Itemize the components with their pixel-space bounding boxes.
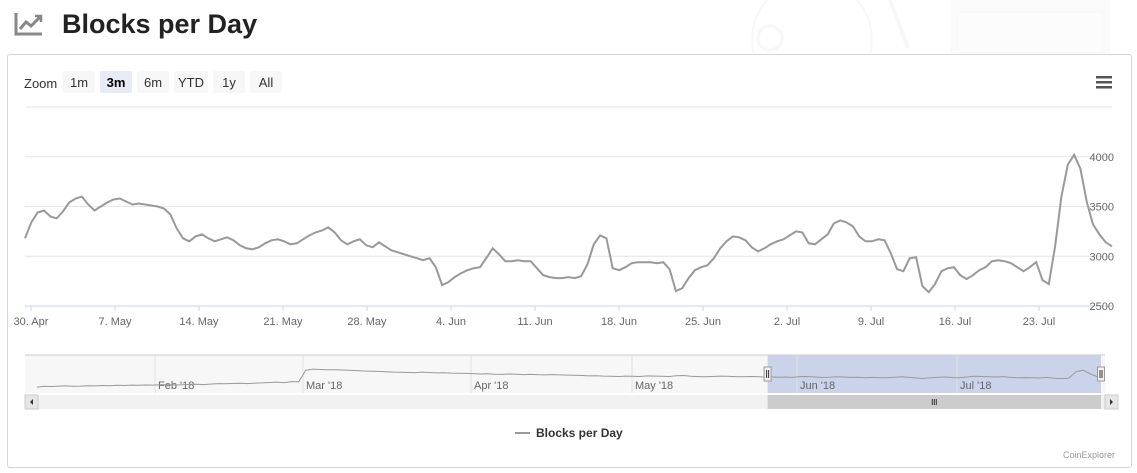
zoom-button-label: All: [259, 75, 274, 90]
zoom-button-label: 6m: [144, 75, 162, 90]
x-tick-label: 21. May: [263, 316, 303, 328]
legend[interactable]: Blocks per Day: [515, 426, 623, 440]
navigator-label: Mar '18: [306, 380, 342, 392]
zoom-button-all[interactable]: All: [250, 71, 282, 93]
x-tick-label: 4. Jun: [436, 316, 466, 328]
navigator-label: Apr '18: [474, 380, 509, 392]
x-tick-label: 30. Apr: [14, 316, 49, 328]
zoom-button-label: YTD: [178, 75, 204, 90]
navigator-handle-right[interactable]: [1097, 366, 1105, 382]
navigator-label: Feb '18: [158, 380, 194, 392]
navigator-selection[interactable]: [767, 355, 1101, 393]
navigator[interactable]: Feb '18 Mar '18 Apr '18 May '18 Jun '18 Jul '…: [24, 354, 1119, 410]
zoom-button-ytd[interactable]: YTD: [174, 71, 208, 93]
chart-card: Zoom 1m 3m 6m YTD 1y All 2500 3000 3500 4000 30.…: [7, 54, 1132, 468]
x-tick-label: 11. Jun: [517, 316, 552, 328]
y-tick-label: 2500: [1090, 301, 1114, 313]
x-tick-label: 23. Jul: [1023, 316, 1055, 328]
navigator-series-line: [36, 368, 1106, 388]
zoom-button-label: 1m: [70, 75, 88, 90]
scrollbar-left-arrow[interactable]: [24, 394, 39, 410]
navigator-label: Jun '18: [800, 380, 835, 392]
page-title: Blocks per Day: [62, 8, 258, 39]
x-tick-label: 18. Jun: [601, 316, 637, 328]
zoom-button-3m[interactable]: 3m: [100, 71, 132, 93]
hamburger-menu-icon[interactable]: [1096, 76, 1112, 89]
x-tick-label: 9. Jul: [858, 316, 884, 328]
scrollbar-right-arrow[interactable]: [1104, 394, 1119, 410]
scrollbar-grip-icon: [931, 399, 937, 405]
x-tick-label: 2. Jul: [774, 316, 800, 328]
page-header: Blocks per Day: [14, 6, 257, 42]
x-tick-label: 28. May: [347, 316, 387, 328]
background-illustration: [751, 0, 1110, 60]
zoom-label: Zoom: [24, 76, 57, 91]
navigator-handle-left[interactable]: [763, 366, 772, 382]
zoom-button-label: 3m: [107, 75, 126, 90]
y-tick-label: 4000: [1090, 152, 1114, 164]
credits[interactable]: CoinExplorer: [1063, 450, 1115, 460]
y-tick-label: 3000: [1090, 251, 1114, 263]
chart: Zoom 1m 3m 6m YTD 1y All 2500 3000 3500 4000 30.…: [14, 71, 1119, 460]
trend-chart-icon: [14, 13, 43, 36]
zoom-button-6m[interactable]: 6m: [137, 71, 169, 93]
legend-item[interactable]: Blocks per Day: [536, 426, 623, 440]
x-tick-label: 14. May: [179, 316, 219, 328]
zoom-button-1m[interactable]: 1m: [63, 71, 95, 93]
y-tick-label: 3500: [1090, 202, 1114, 214]
navigator-label: Jul '18: [960, 380, 991, 392]
navigator-label: May '18: [635, 380, 673, 392]
x-tick-label: 16. Jul: [939, 316, 971, 328]
x-tick-label: 25. Jun: [685, 316, 721, 328]
series-line-blocks-per-day: [24, 152, 1113, 294]
zoom-button-1y[interactable]: 1y: [213, 71, 245, 93]
zoom-button-label: 1y: [222, 75, 236, 90]
x-tick-label: 7. May: [98, 316, 132, 328]
